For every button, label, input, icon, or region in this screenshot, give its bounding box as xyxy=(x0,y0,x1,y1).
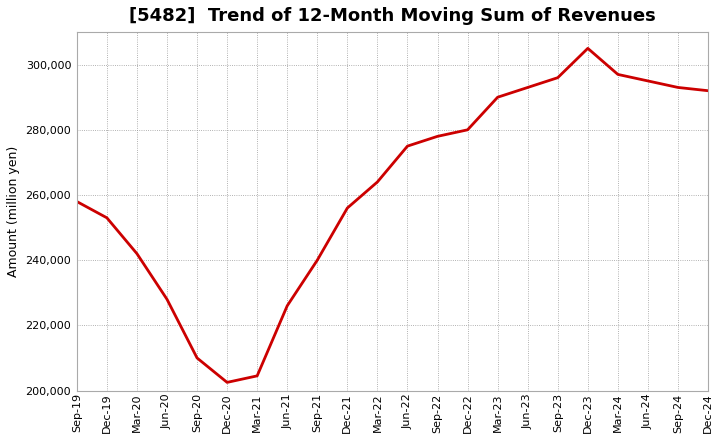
Title: [5482]  Trend of 12-Month Moving Sum of Revenues: [5482] Trend of 12-Month Moving Sum of R… xyxy=(129,7,656,25)
Y-axis label: Amount (million yen): Amount (million yen) xyxy=(7,146,20,277)
